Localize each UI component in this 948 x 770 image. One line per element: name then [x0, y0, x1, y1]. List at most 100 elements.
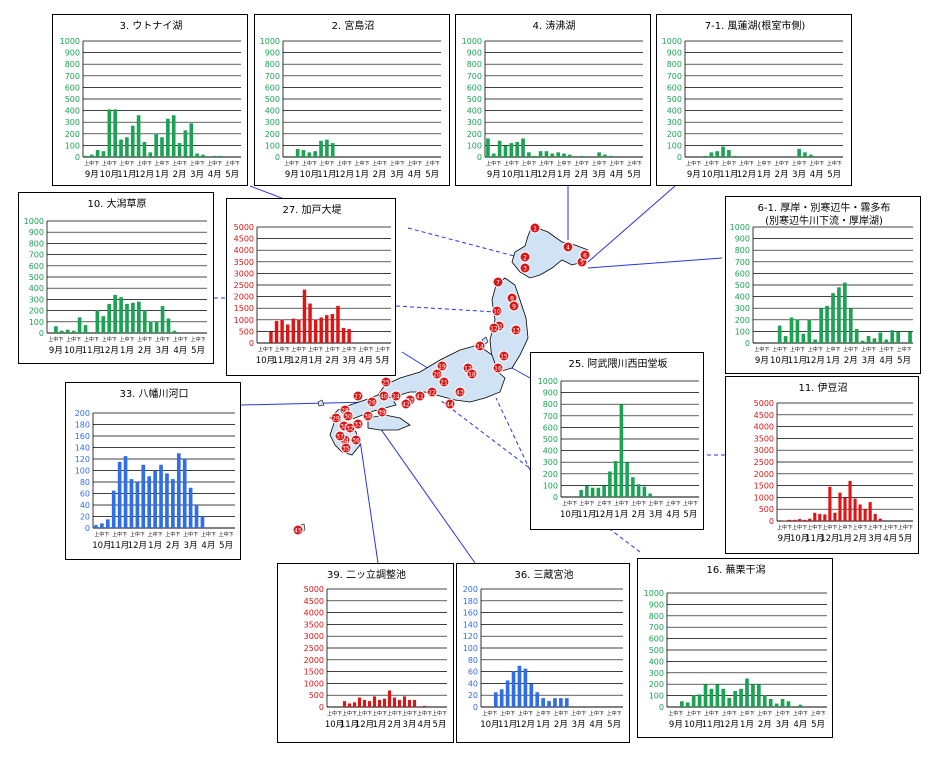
- x-tick-label: 上中下: [102, 160, 117, 167]
- bar: [101, 151, 106, 157]
- bar: [125, 303, 129, 333]
- month-label: 3月: [342, 356, 356, 366]
- y-tick-label: 500: [65, 95, 80, 104]
- y-tick-label: 4500: [304, 597, 324, 606]
- site-marker: 21: [438, 376, 450, 388]
- site-marker: 30: [342, 410, 354, 422]
- site-marker: 10: [491, 305, 503, 317]
- y-tick-label: 100: [667, 141, 682, 150]
- month-label: 4月: [359, 356, 373, 366]
- bar: [609, 155, 613, 157]
- site-marker-label: 4: [566, 245, 570, 252]
- bar: [721, 688, 726, 707]
- y-tick-label: 160: [463, 609, 478, 618]
- bar: [295, 148, 300, 157]
- site-marker: 6: [579, 249, 591, 261]
- bar: [491, 153, 496, 157]
- y-tick-label: 2500: [234, 281, 254, 290]
- y-tick-label: 0: [249, 339, 254, 348]
- x-tick-label: 上中下: [822, 524, 837, 531]
- month-label: 12月: [516, 720, 535, 730]
- y-tick-label: 140: [463, 620, 478, 629]
- bar: [195, 153, 199, 157]
- y-tick-label: 700: [735, 258, 750, 267]
- month-label: 2月: [373, 170, 387, 180]
- bar: [636, 484, 641, 497]
- month-label: 1月: [557, 170, 571, 180]
- y-tick-label: 700: [65, 72, 80, 81]
- bar: [808, 518, 812, 521]
- bar: [813, 512, 817, 521]
- y-tick-label: 100: [543, 481, 558, 490]
- y-tick-label: 3000: [754, 446, 774, 455]
- bar: [160, 306, 165, 333]
- bar: [848, 480, 852, 521]
- y-tick-label: 300: [667, 118, 682, 127]
- bar: [336, 305, 340, 343]
- bar: [568, 154, 572, 157]
- x-tick-label: 上中下: [686, 710, 701, 717]
- x-tick-label: 上中下: [372, 160, 387, 167]
- y-tick-label: 1500: [234, 304, 254, 313]
- bar: [154, 133, 158, 157]
- bar: [493, 692, 498, 707]
- y-tick-label: 200: [649, 680, 664, 689]
- site-marker-label: 44: [446, 402, 454, 409]
- x-tick-label: 上中下: [201, 531, 216, 538]
- bar: [515, 141, 519, 157]
- x-tick-label: 上中下: [387, 710, 402, 717]
- bar: [860, 340, 865, 343]
- y-tick-label: 600: [265, 83, 280, 92]
- site-marker: 18: [466, 368, 478, 380]
- bar: [757, 684, 761, 707]
- month-label: 10月: [256, 356, 275, 366]
- x-tick-label: 上中下: [774, 160, 789, 167]
- y-tick-label: 300: [735, 304, 750, 313]
- x-tick-label: 上中下: [154, 160, 169, 167]
- y-tick-label: 200: [65, 130, 80, 139]
- bar: [703, 155, 708, 157]
- month-label: 5月: [898, 534, 912, 544]
- bar: [872, 338, 877, 343]
- bar: [135, 482, 140, 528]
- bar: [125, 137, 129, 157]
- x-tick-label: 上中下: [556, 160, 571, 167]
- month-label: 11月: [719, 170, 738, 180]
- bar: [709, 688, 714, 707]
- y-tick-label: 100: [467, 141, 482, 150]
- bar: [159, 464, 163, 528]
- bar: [788, 519, 792, 521]
- site-marker: 40: [378, 390, 390, 402]
- chart-panel-p10: 10. 大潟草原 0 100 200 300 400 500 600 700 800 900 1000…: [18, 192, 214, 364]
- x-tick-label: 上中下: [721, 160, 736, 167]
- month-label: 3月: [572, 720, 586, 730]
- site-marker: 7: [492, 276, 504, 288]
- x-tick-label: 上中下: [704, 160, 719, 167]
- site-marker-label: 3: [523, 266, 527, 273]
- chart-title: 11. 伊豆沼: [798, 381, 847, 394]
- bar: [803, 519, 807, 521]
- month-label: 4月: [883, 534, 897, 544]
- month-label: 1月: [740, 720, 754, 730]
- bar: [544, 151, 549, 157]
- x-tick-label: 上中下: [686, 160, 701, 167]
- month-label: 5月: [376, 356, 390, 366]
- y-tick-label: 500: [649, 646, 664, 655]
- site-marker: 3: [519, 262, 531, 274]
- x-tick-label: 上中下: [579, 500, 594, 507]
- bar: [372, 696, 377, 707]
- leader-line: [395, 305, 497, 313]
- bar: [739, 688, 743, 707]
- y-tick-label: 1500: [304, 668, 324, 677]
- bar: [797, 148, 801, 157]
- site-marker-label: 35: [342, 446, 350, 453]
- y-tick-label: 180: [463, 597, 478, 606]
- chart-title: 4. 涛沸湖: [533, 19, 576, 32]
- bar: [503, 145, 508, 157]
- bar: [183, 130, 188, 157]
- y-tick-label: 200: [735, 316, 750, 325]
- site-marker-label: 1: [533, 226, 537, 233]
- x-tick-label: 上中下: [898, 524, 913, 531]
- site-marker: 9: [508, 300, 520, 312]
